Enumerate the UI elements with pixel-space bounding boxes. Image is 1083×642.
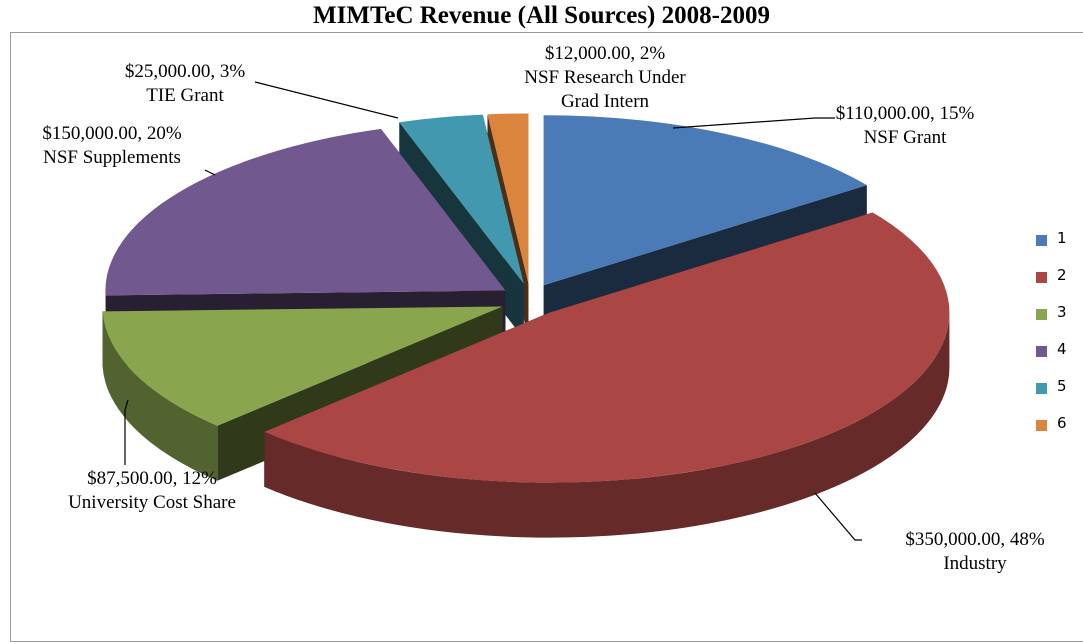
leader-line — [815, 493, 862, 540]
leader-line — [205, 170, 215, 175]
legend-label: 5 — [1057, 377, 1067, 395]
legend-label: 2 — [1057, 266, 1067, 284]
value-label: $25,000.00, 3% — [95, 60, 275, 84]
category-label: Industry — [865, 552, 1083, 576]
value-label: $350,000.00, 48% — [865, 528, 1083, 552]
legend-label: 4 — [1057, 340, 1067, 358]
legend-label: 6 — [1057, 414, 1067, 432]
legend-swatch — [1036, 309, 1047, 320]
data-label: $110,000.00, 15%NSF Grant — [805, 102, 1005, 150]
category-label: TIE Grant — [95, 84, 275, 108]
legend-swatch — [1036, 383, 1047, 394]
category-label: NSF Grant — [805, 126, 1005, 150]
category-label: NSF Supplements — [12, 146, 212, 170]
data-label: $87,500.00, 12%University Cost Share — [67, 467, 237, 515]
value-label: $12,000.00, 2% — [510, 42, 700, 66]
legend-swatch — [1036, 272, 1047, 283]
legend-swatch — [1036, 420, 1047, 431]
legend-swatch — [1036, 346, 1047, 357]
data-label: $25,000.00, 3%TIE Grant — [95, 60, 275, 108]
legend-swatch — [1036, 235, 1047, 246]
category-label: NSF Research Under Grad Intern — [510, 66, 700, 114]
category-label: University Cost Share — [67, 491, 237, 515]
legend-label: 1 — [1057, 229, 1067, 247]
leader-line — [255, 82, 398, 118]
value-label: $150,000.00, 20% — [12, 122, 212, 146]
value-label: $87,500.00, 12% — [67, 467, 237, 491]
data-label: $350,000.00, 48%Industry — [865, 528, 1083, 576]
data-label: $150,000.00, 20%NSF Supplements — [12, 122, 212, 170]
legend-label: 3 — [1057, 303, 1067, 321]
data-label: $12,000.00, 2%NSF Research Under Grad In… — [510, 42, 700, 114]
value-label: $110,000.00, 15% — [805, 102, 1005, 126]
